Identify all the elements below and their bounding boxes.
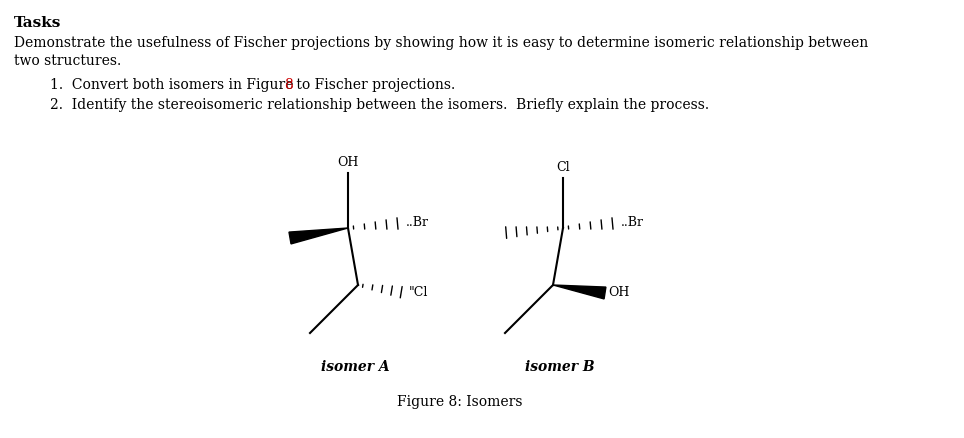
Text: ..Br: ..Br: [406, 216, 429, 230]
Text: Cl: Cl: [556, 161, 570, 174]
Text: Tasks: Tasks: [14, 16, 62, 30]
Text: isomer A: isomer A: [321, 360, 389, 374]
Text: OH: OH: [608, 286, 629, 300]
Text: 2.  Identify the stereoisomeric relationship between the isomers.  Briefly expla: 2. Identify the stereoisomeric relations…: [50, 98, 710, 112]
Text: Demonstrate the usefulness of Fischer projections by showing how it is easy to d: Demonstrate the usefulness of Fischer pr…: [14, 36, 869, 50]
Text: 8: 8: [284, 78, 293, 92]
Text: 1.  Convert both isomers in Figure: 1. Convert both isomers in Figure: [50, 78, 298, 92]
Text: "Cl: "Cl: [409, 286, 428, 300]
Text: to Fischer projections.: to Fischer projections.: [292, 78, 455, 92]
Text: ..Br: ..Br: [621, 216, 644, 230]
Text: Figure 8: Isomers: Figure 8: Isomers: [397, 395, 522, 409]
Text: isomer B: isomer B: [525, 360, 595, 374]
Text: two structures.: two structures.: [14, 54, 121, 68]
Polygon shape: [553, 285, 606, 299]
Text: OH: OH: [337, 156, 359, 169]
Polygon shape: [289, 228, 348, 244]
